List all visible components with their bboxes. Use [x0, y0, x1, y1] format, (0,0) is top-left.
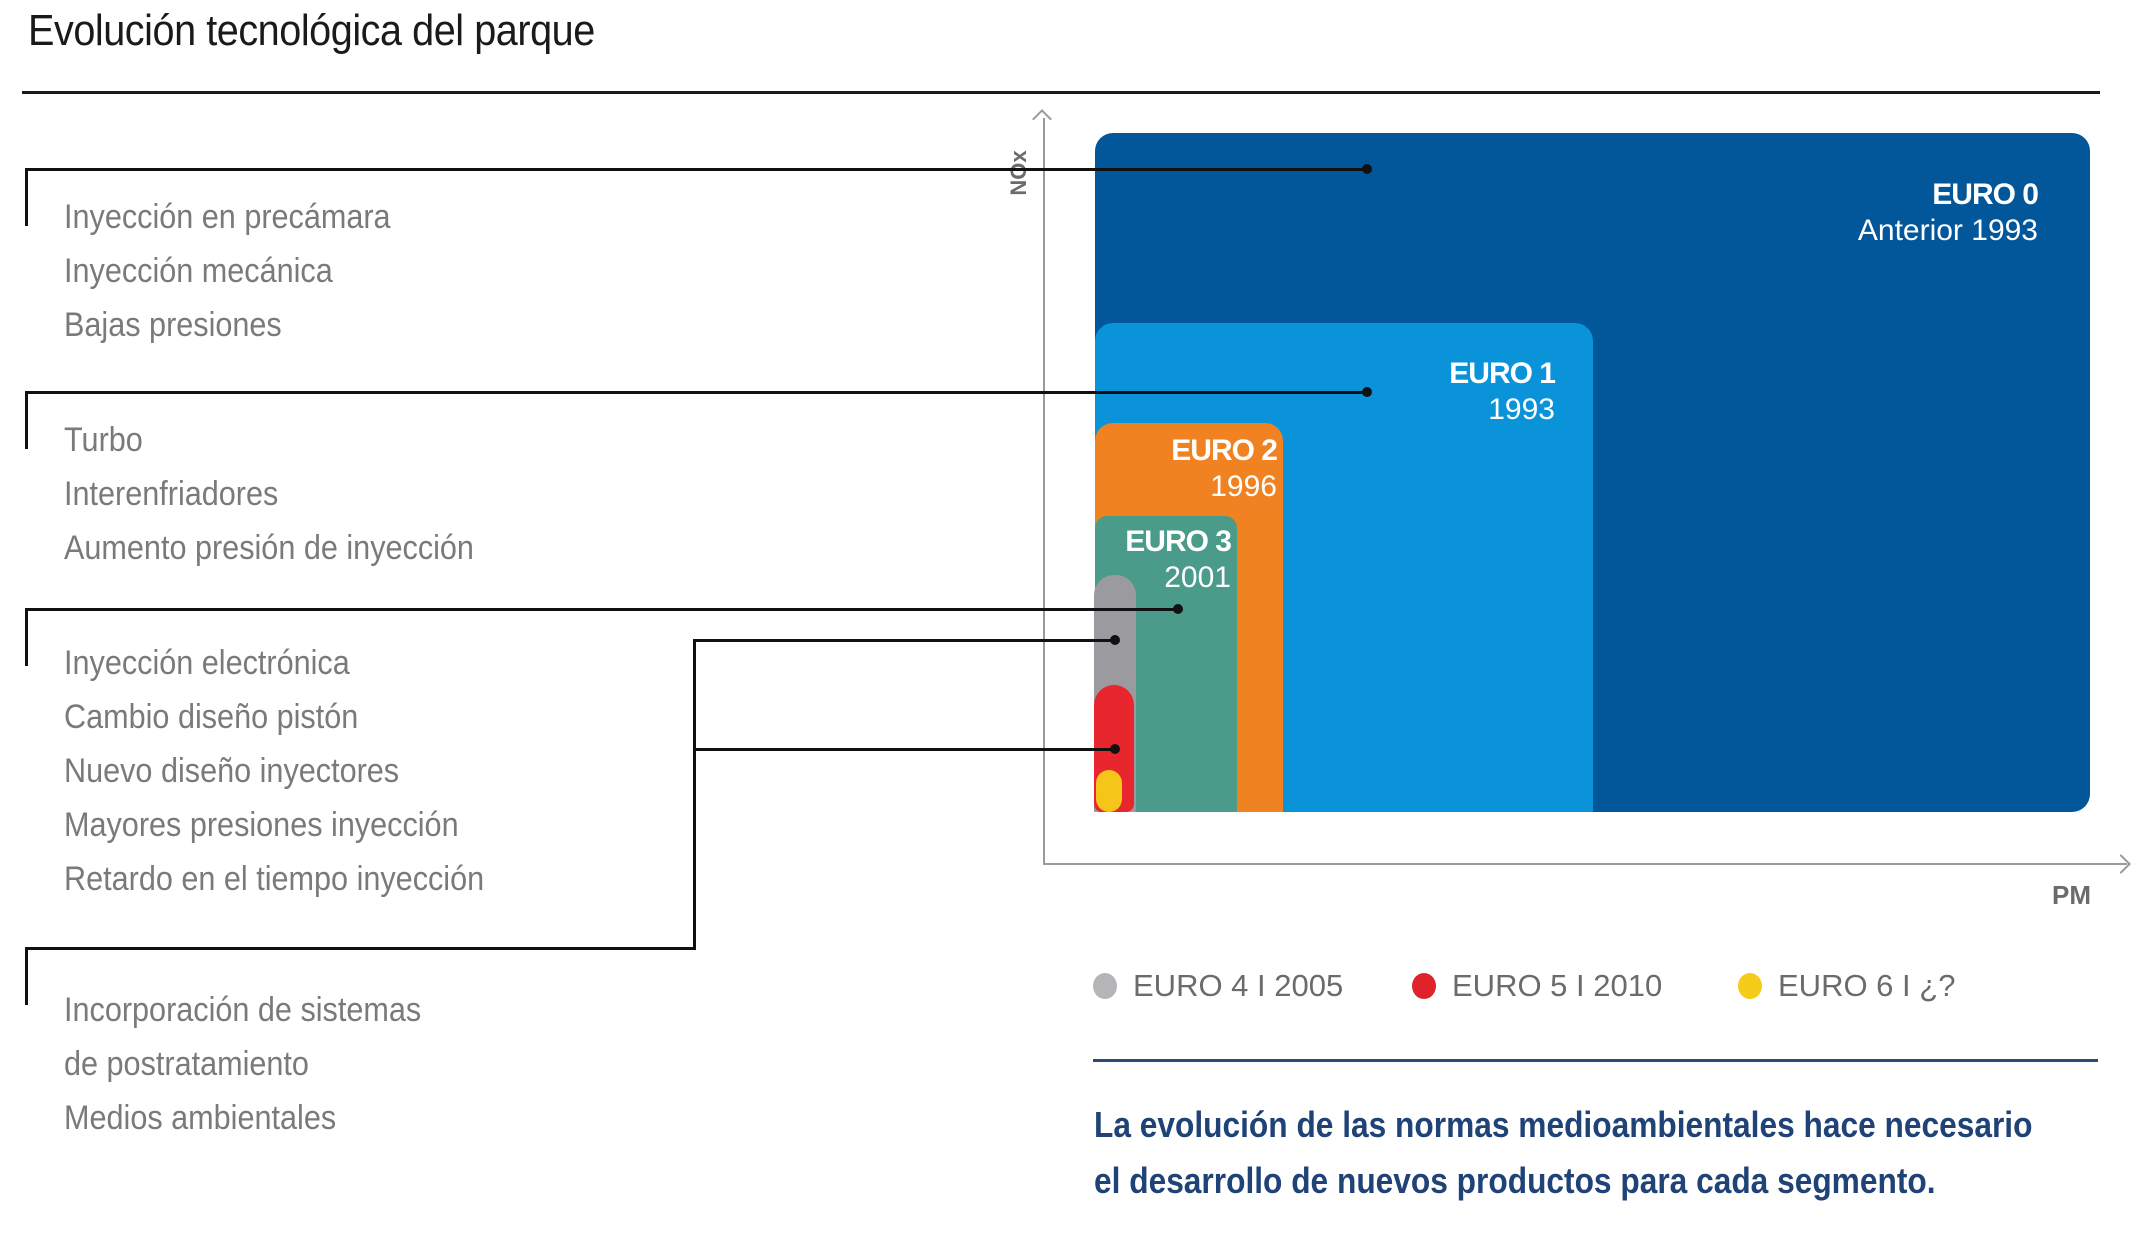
group-2-list: Turbo Interenfriadores Aumento presión d…	[64, 413, 474, 575]
connector-2	[25, 391, 1367, 394]
x-axis-label: PM	[2052, 880, 2091, 910]
euro-2-year: 1996	[1210, 470, 1277, 503]
legend-label: EURO 5 I 2010	[1452, 968, 1663, 1003]
euro-1-name: EURO 1	[1449, 357, 1556, 390]
bracket-2-vertical	[25, 391, 28, 449]
group-1-item: Bajas presiones	[64, 306, 282, 344]
connector-3	[25, 608, 1177, 611]
group-1-item: Inyección en precámara	[64, 198, 391, 236]
group-3-list: Inyección electrónica Cambio diseño pist…	[64, 636, 484, 906]
euro-2-name: EURO 2	[1171, 434, 1278, 467]
connector-4a	[693, 639, 1115, 642]
legend-euro-4: EURO 4 I 2005	[1093, 968, 1343, 1004]
connector-1	[25, 168, 1367, 171]
connector-4-bottom	[25, 947, 696, 950]
connector-4b-dot	[1110, 744, 1120, 754]
connector-3-dot	[1173, 604, 1183, 614]
group-2-item: Interenfriadores	[64, 475, 279, 513]
bracket-4-vertical	[25, 947, 28, 1005]
legend-euro-5: EURO 5 I 2010	[1412, 968, 1662, 1004]
x-axis-arrow-icon	[2111, 854, 2131, 874]
group-1-list: Inyección en precámara Inyección mecánic…	[64, 190, 391, 352]
legend-euro-6: EURO 6 I ¿?	[1738, 968, 1955, 1004]
group-4-item: Incorporación de sistemas	[64, 991, 422, 1029]
connector-4b	[693, 748, 1115, 751]
connector-4-riser	[693, 639, 696, 950]
legend-dot-icon	[1738, 973, 1762, 999]
x-axis	[1043, 863, 2127, 865]
title-divider	[22, 91, 2100, 94]
group-3-item: Inyección electrónica	[64, 644, 350, 682]
connector-4a-dot	[1110, 635, 1120, 645]
conclusion-divider	[1093, 1059, 2098, 1062]
bracket-1-vertical	[25, 168, 28, 226]
legend-dot-icon	[1412, 973, 1436, 999]
group-3-item: Retardo en el tiempo inyección	[64, 860, 485, 898]
group-4-list: Incorporación de sistemas de postratamie…	[64, 983, 421, 1145]
conclusion-line-1: La evolución de las normas medioambienta…	[1094, 1104, 2033, 1145]
euro-1-year: 1993	[1488, 393, 1555, 426]
y-axis	[1043, 118, 1045, 865]
bracket-3-vertical	[25, 608, 28, 666]
group-2-item: Turbo	[64, 421, 143, 459]
euro-0-year: Anterior 1993	[1857, 214, 2038, 247]
legend-label: EURO 6 I ¿?	[1778, 968, 1956, 1003]
legend-dot-icon	[1093, 973, 1117, 999]
connector-1-dot	[1362, 164, 1372, 174]
euro-3-name: EURO 3	[1125, 525, 1232, 558]
group-3-item: Cambio diseño pistón	[64, 698, 359, 736]
y-axis-arrow-icon	[1032, 109, 1052, 129]
legend-label: EURO 4 I 2005	[1133, 968, 1344, 1003]
euro-0-name: EURO 0	[1932, 178, 2039, 211]
group-4-item: de postratamiento	[64, 1045, 309, 1083]
group-3-item: Nuevo diseño inyectores	[64, 752, 400, 790]
conclusion-text: La evolución de las normas medioambienta…	[1094, 1097, 2032, 1209]
connector-2-dot	[1362, 387, 1372, 397]
y-axis-label: NOx	[1006, 139, 1032, 207]
group-4-item: Medios ambientales	[64, 1099, 337, 1137]
group-2-item: Aumento presión de inyección	[64, 529, 474, 567]
box-euro-6	[1096, 770, 1122, 812]
conclusion-line-2: el desarrollo de nuevos productos para c…	[1094, 1160, 1936, 1201]
group-1-item: Inyección mecánica	[64, 252, 333, 290]
group-3-item: Mayores presiones inyección	[64, 806, 459, 844]
page-title: Evolución tecnológica del parque	[28, 6, 595, 55]
euro-3-year: 2001	[1164, 561, 1231, 594]
